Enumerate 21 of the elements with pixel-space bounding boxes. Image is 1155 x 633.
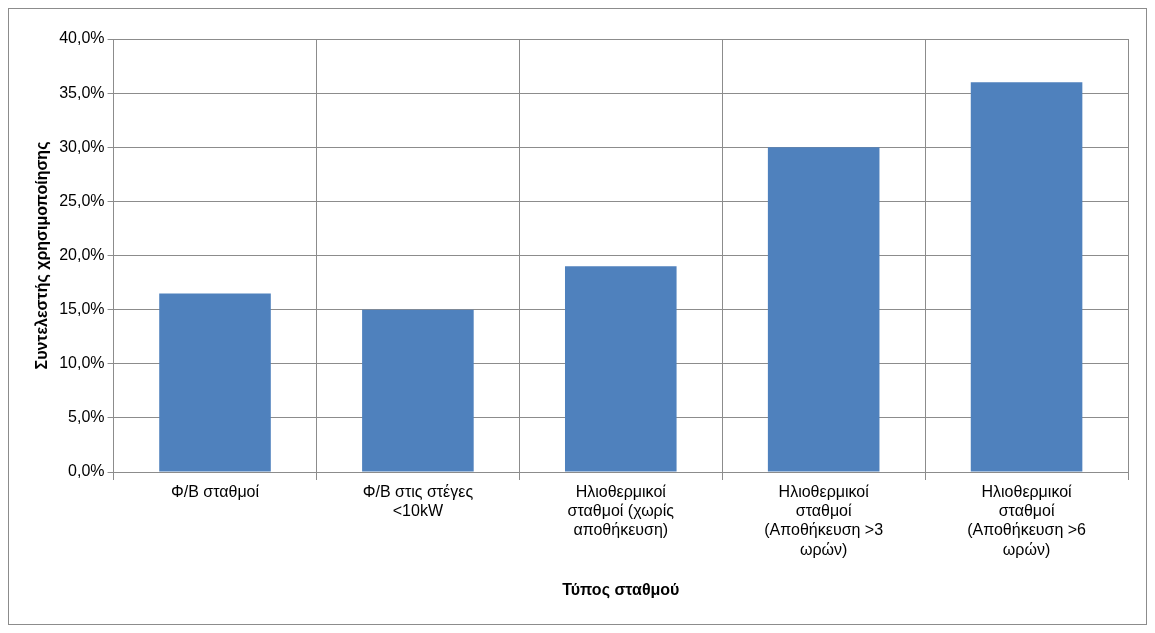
y-tick-label: 0,0% — [68, 462, 105, 480]
y-tick-label: 30,0% — [59, 137, 105, 155]
y-tick-label: 15,0% — [59, 300, 105, 318]
bar — [362, 309, 474, 472]
bar — [159, 293, 271, 472]
y-axis-title: Συντελεστής χρησιμοποίησης — [33, 141, 52, 370]
y-tick-label: 20,0% — [59, 245, 105, 263]
y-tick-label: 35,0% — [59, 83, 105, 101]
bar — [564, 266, 677, 472]
y-tick-label: 10,0% — [59, 354, 105, 372]
y-tick-label: 40,0% — [59, 29, 105, 47]
bar — [767, 147, 880, 472]
bar — [970, 82, 1083, 472]
x-tick-label: Ηλιοθερμικοί σταθμοί (χωρίς αποθήκευση) — [567, 483, 675, 539]
x-tick-label: Ηλιοθερμικοί σταθμοί (Αποθήκευση >6 ωρών) — [967, 483, 1087, 558]
x-axis-title: Τύπος σταθμού — [562, 580, 680, 599]
y-tick-label: 5,0% — [68, 408, 105, 426]
x-tick-label: Φ/Β στις στέγες <10kW — [362, 483, 474, 520]
x-tick-label: Φ/Β σταθμοί — [170, 483, 260, 501]
y-tick-label: 25,0% — [59, 191, 105, 209]
x-tick-label: Ηλιοθερμικοί σταθμοί (Αποθήκευση >3 ωρών) — [764, 483, 884, 558]
